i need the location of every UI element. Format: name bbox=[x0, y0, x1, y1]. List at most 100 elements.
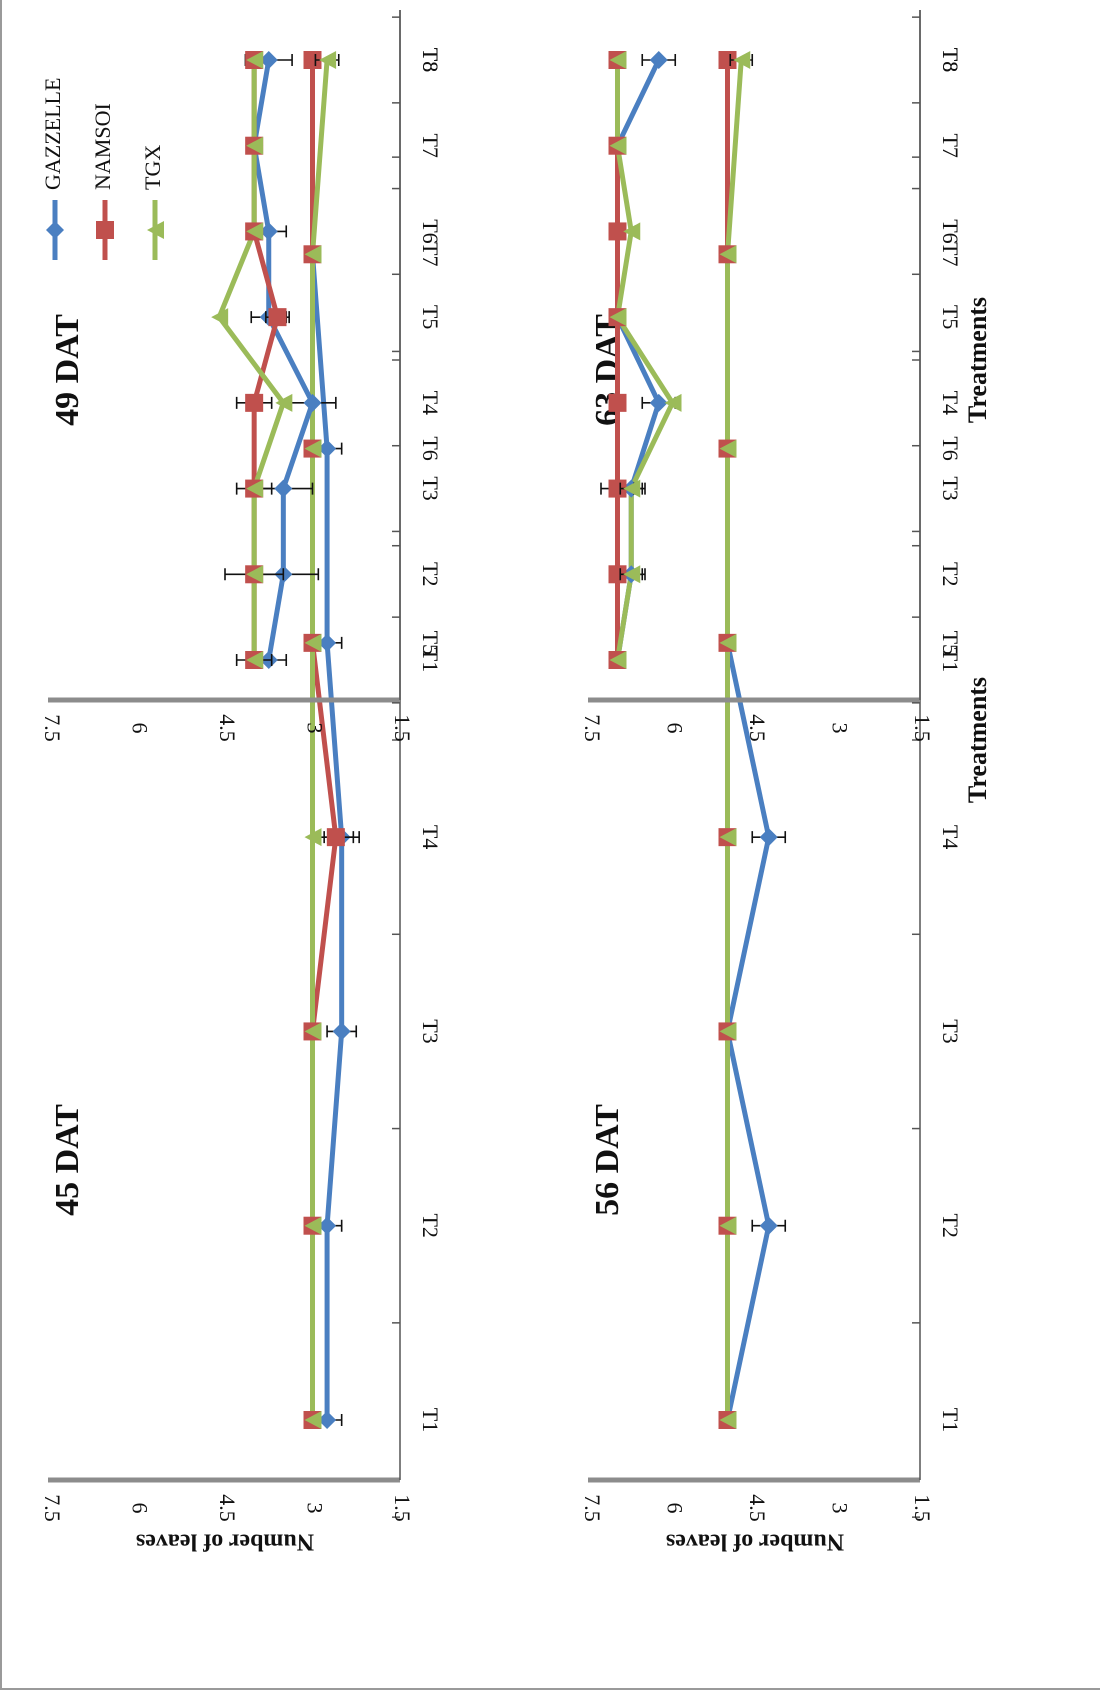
panel-title: 56 DAT bbox=[589, 1104, 626, 1216]
point-namsoi bbox=[608, 222, 627, 241]
category-tick-label: T7 bbox=[418, 133, 443, 157]
category-tick-label: T1 bbox=[418, 1408, 443, 1432]
category-tick-label: T7 bbox=[938, 133, 963, 157]
value-tick-label: 1.5 bbox=[390, 1494, 415, 1522]
category-tick-label: T2 bbox=[938, 562, 963, 586]
category-tick-label: T1 bbox=[418, 648, 443, 672]
category-tick-label: T8 bbox=[938, 48, 963, 72]
x-axis-title: Treatments bbox=[963, 677, 992, 803]
point-tgx bbox=[304, 1216, 322, 1235]
point-gazzelle bbox=[303, 393, 322, 412]
value-tick-label: 4.5 bbox=[745, 714, 770, 742]
point-tgx bbox=[719, 1216, 737, 1235]
point-tgx bbox=[664, 393, 682, 412]
point-gazzelle bbox=[759, 828, 778, 847]
value-tick-label: 6 bbox=[127, 723, 152, 734]
value-tick-label: 3 bbox=[827, 723, 852, 734]
y-axis-title: Number of leaves bbox=[136, 1528, 314, 1554]
category-tick-label: T1 bbox=[938, 1408, 963, 1432]
category-tick-label: T8 bbox=[418, 48, 443, 72]
category-tick-label: T4 bbox=[938, 825, 963, 849]
point-gazzelle bbox=[274, 479, 293, 498]
point-namsoi bbox=[303, 51, 322, 69]
value-tick-label: 4.5 bbox=[215, 1494, 240, 1522]
point-tgx bbox=[304, 1022, 322, 1041]
legend-label-gazzelle: GAZZELLE bbox=[40, 78, 65, 190]
point-tgx bbox=[623, 565, 641, 584]
value-tick-label: 6 bbox=[662, 1503, 687, 1514]
point-tgx bbox=[275, 393, 293, 412]
point-tgx bbox=[246, 51, 264, 69]
point-namsoi bbox=[718, 51, 737, 69]
value-tick-label: 7.5 bbox=[40, 1494, 65, 1522]
point-gazzelle bbox=[649, 393, 668, 412]
point-namsoi bbox=[608, 393, 627, 412]
category-tick-label: T6 bbox=[938, 219, 963, 243]
series-line-tgx bbox=[615, 60, 675, 661]
point-namsoi bbox=[326, 828, 345, 847]
category-tick-label: T8 bbox=[938, 48, 963, 72]
value-tick-label: 7.5 bbox=[40, 714, 65, 742]
point-namsoi bbox=[245, 393, 264, 412]
value-tick-label: 1.5 bbox=[910, 714, 935, 742]
point-tgx bbox=[246, 565, 264, 584]
legend-marker-namsoi bbox=[96, 221, 114, 239]
point-tgx bbox=[609, 51, 627, 69]
category-tick-label: T5 bbox=[938, 305, 963, 329]
category-tick-label: T3 bbox=[938, 476, 963, 500]
point-tgx bbox=[719, 633, 737, 652]
category-tick-label: T5 bbox=[418, 305, 443, 329]
point-gazzelle bbox=[318, 439, 337, 458]
point-tgx bbox=[319, 51, 337, 69]
category-tick-label: T5 bbox=[938, 631, 963, 655]
category-tick-label: T2 bbox=[418, 562, 443, 586]
value-tick-label: 3 bbox=[827, 1503, 852, 1514]
point-namsoi bbox=[608, 565, 627, 584]
point-namsoi bbox=[268, 308, 287, 327]
category-tick-label: T6 bbox=[418, 436, 443, 460]
category-tick-label: T6 bbox=[418, 219, 443, 243]
point-namsoi bbox=[608, 479, 627, 498]
value-tick-label: 1.5 bbox=[910, 1494, 935, 1522]
value-tick-label: 1.5 bbox=[390, 714, 415, 742]
category-tick-label: T4 bbox=[418, 825, 443, 849]
point-tgx bbox=[246, 479, 264, 498]
point-tgx bbox=[304, 1411, 322, 1429]
value-tick-label: 4.5 bbox=[215, 714, 240, 742]
point-tgx bbox=[719, 439, 737, 458]
category-tick-label: T3 bbox=[418, 476, 443, 500]
point-tgx bbox=[719, 1022, 737, 1041]
point-tgx bbox=[246, 222, 264, 241]
category-tick-label: T8 bbox=[418, 48, 443, 72]
series-line-tgx bbox=[310, 59, 330, 1420]
chart-panel-1: T1 T2 T3 T4 T5 T6 T7 T8 1.5 3 4.5 6 7.5 Number of lea… bbox=[40, 10, 443, 1555]
series-line-tgx bbox=[216, 60, 286, 660]
value-tick-label: 6 bbox=[662, 723, 687, 734]
panel-title: 49 DAT bbox=[49, 314, 86, 426]
y-axis-title: Number of leaves bbox=[666, 1528, 844, 1554]
point-gazzelle bbox=[649, 51, 668, 69]
value-tick-label: 6 bbox=[127, 1503, 152, 1514]
point-tgx bbox=[623, 479, 641, 498]
category-tick-label: T7 bbox=[938, 242, 963, 266]
point-gazzelle bbox=[259, 51, 278, 69]
point-tgx bbox=[609, 308, 627, 327]
point-gazzelle bbox=[318, 633, 337, 652]
value-tick-label: 3 bbox=[302, 723, 327, 734]
category-tick-label: T1 bbox=[938, 648, 963, 672]
point-tgx bbox=[304, 245, 322, 264]
value-tick-label: 7.5 bbox=[580, 1494, 605, 1522]
category-tick-label: T4 bbox=[938, 391, 963, 415]
point-tgx bbox=[719, 245, 737, 264]
value-tick-label: 3 bbox=[302, 1503, 327, 1514]
category-tick-label: T2 bbox=[418, 1213, 443, 1237]
legend-marker-gazzelle bbox=[46, 221, 64, 239]
category-tick-label: T6 bbox=[938, 436, 963, 460]
point-tgx bbox=[609, 136, 627, 155]
point-gazzelle bbox=[332, 1022, 351, 1041]
x-axis-title: Treatments bbox=[963, 297, 992, 423]
value-tick-label: 7.5 bbox=[580, 714, 605, 742]
category-tick-label: T3 bbox=[938, 1019, 963, 1043]
